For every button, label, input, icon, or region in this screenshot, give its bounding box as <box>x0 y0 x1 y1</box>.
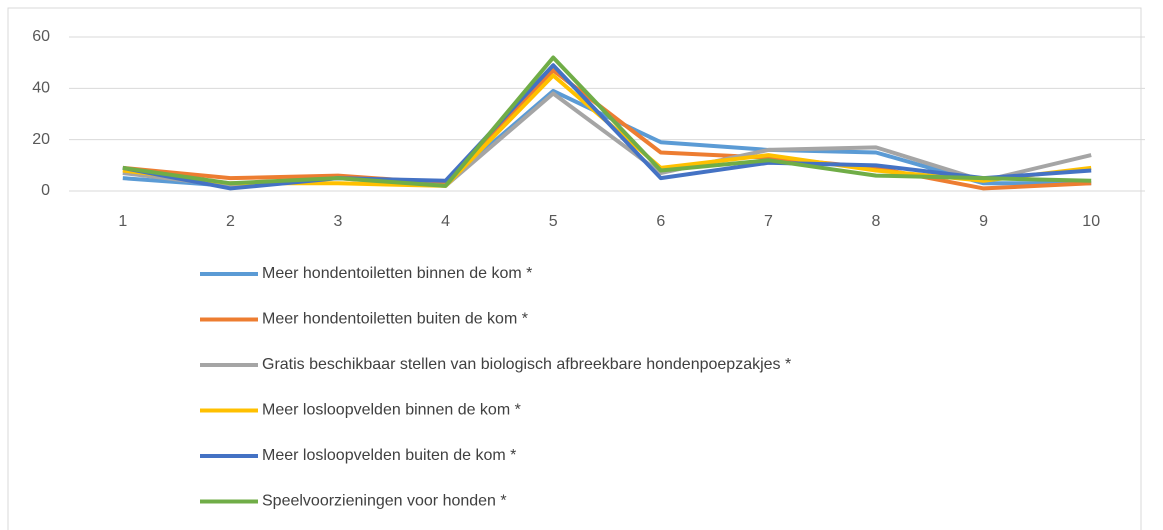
x-tick-label: 5 <box>549 213 558 230</box>
x-tick-label: 6 <box>656 213 665 230</box>
x-tick-label: 2 <box>226 213 235 230</box>
x-tick-label: 9 <box>979 213 988 230</box>
x-tick-label: 8 <box>872 213 881 230</box>
y-tick-label: 40 <box>32 80 50 97</box>
legend-label: Gratis beschikbaar stellen van biologisc… <box>262 356 791 373</box>
legend-label: Speelvoorzieningen voor honden * <box>262 493 507 510</box>
data-line <box>122 88 1092 188</box>
legend-label: Meer hondentoiletten buiten de kom * <box>262 311 528 328</box>
legend-label: Meer losloopvelden buiten de kom * <box>262 447 516 464</box>
x-tick-label: 3 <box>334 213 343 230</box>
x-tick-label: 1 <box>118 213 127 230</box>
y-tick-label: 20 <box>32 131 50 148</box>
data-line <box>122 63 1092 191</box>
x-tick-label: 4 <box>441 213 450 230</box>
y-tick-label: 0 <box>41 182 50 199</box>
x-tick-label: 7 <box>764 213 773 230</box>
data-line <box>122 55 1092 188</box>
chart-border <box>7 7 1142 530</box>
legend-label: Meer hondentoiletten binnen de kom * <box>262 265 532 282</box>
legend-label: Meer losloopvelden binnen de kom * <box>262 402 521 419</box>
x-tick-label: 10 <box>1082 213 1100 230</box>
y-tick-label: 60 <box>32 28 50 45</box>
